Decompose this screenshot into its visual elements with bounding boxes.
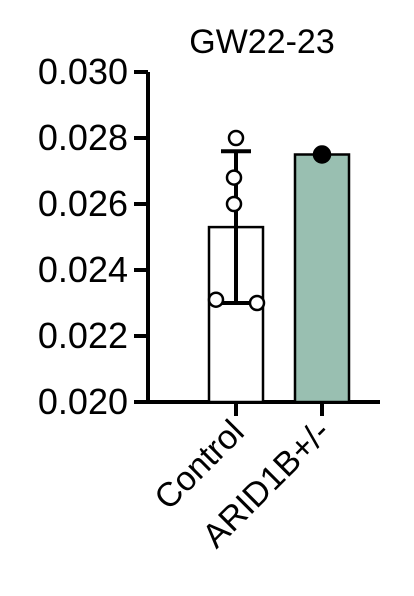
data-point <box>248 294 266 312</box>
y-axis-ticks: 0.020 0.022 0.024 0.026 0.028 0.030 <box>38 51 148 422</box>
chart-title: GW22-23 <box>189 23 335 61</box>
data-point <box>225 195 243 213</box>
data-point <box>207 291 225 308</box>
bar-arid1b <box>293 153 351 404</box>
data-point <box>225 169 243 186</box>
data-points <box>207 129 332 312</box>
bars <box>207 153 351 404</box>
y-tick-label: 0.026 <box>38 183 128 224</box>
data-point <box>312 145 332 164</box>
y-tick-label: 0.020 <box>38 381 128 422</box>
y-tick-label: 0.030 <box>38 51 128 92</box>
y-tick-label: 0.022 <box>38 315 128 356</box>
data-point <box>227 129 245 147</box>
y-tick-label: 0.028 <box>38 117 128 158</box>
y-tick-label: 0.024 <box>38 249 128 290</box>
